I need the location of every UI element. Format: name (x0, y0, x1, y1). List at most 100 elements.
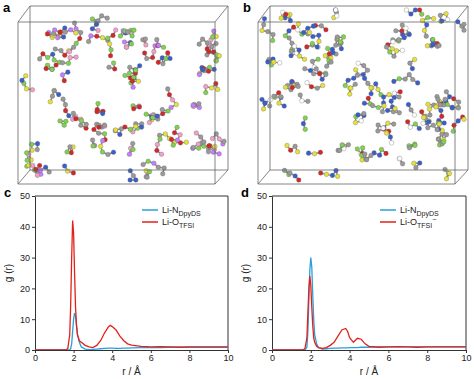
box-edge (270, 170, 468, 171)
atom (419, 12, 424, 17)
atom (263, 101, 268, 106)
atom (44, 66, 49, 71)
atom (303, 116, 308, 121)
atom (346, 78, 351, 83)
tick-mark (269, 350, 272, 351)
atom (217, 53, 222, 58)
tick-label: 8 (187, 353, 192, 363)
atom (30, 163, 35, 168)
atom (152, 161, 157, 166)
atom (369, 91, 374, 96)
atom (97, 125, 102, 130)
atom (407, 32, 412, 37)
atom (271, 60, 276, 65)
atom (382, 104, 387, 109)
atom (106, 152, 111, 157)
panel-label: b (243, 0, 251, 15)
tick-label: 10 (223, 353, 233, 363)
atom (288, 148, 293, 153)
atom (407, 146, 412, 151)
atom (202, 140, 207, 145)
tick-label: 10 (20, 315, 30, 325)
atom (301, 30, 306, 35)
atom (384, 131, 389, 136)
tick-label: 8 (425, 353, 430, 363)
atom (37, 163, 42, 168)
atom (335, 35, 340, 40)
atom (66, 113, 71, 118)
atom (317, 72, 322, 77)
atom (130, 79, 135, 84)
atom (436, 97, 441, 102)
tick: 8 (187, 350, 192, 363)
atom (426, 102, 431, 107)
atom (137, 105, 142, 110)
atom (282, 168, 287, 173)
atom (222, 139, 227, 144)
atom (154, 37, 159, 42)
atom (129, 42, 134, 47)
atom (388, 135, 393, 140)
atom (155, 142, 160, 147)
atom (361, 72, 366, 77)
atom (60, 60, 65, 65)
atom (413, 8, 418, 13)
atom (279, 95, 284, 100)
atom (287, 29, 292, 34)
atom (323, 53, 328, 58)
atom (431, 123, 436, 128)
atom (302, 66, 307, 71)
atom (445, 17, 450, 22)
atom (20, 78, 25, 83)
atom (53, 47, 58, 52)
atom (162, 166, 167, 171)
atom (289, 53, 294, 58)
atom (165, 87, 170, 92)
atom (335, 35, 340, 40)
atom (421, 121, 426, 126)
atom (297, 54, 302, 59)
legend-label: Li-OTFSI− (400, 216, 436, 229)
tick-label: 0 (25, 345, 30, 355)
atom (41, 52, 46, 57)
box-edge (455, 6, 468, 22)
sim-box-panel (18, 6, 228, 184)
atom (88, 34, 93, 39)
atom (392, 95, 397, 100)
axis-line (272, 197, 273, 351)
atom (131, 147, 136, 152)
atom (60, 73, 65, 78)
atom (431, 42, 436, 47)
atom (353, 120, 358, 125)
atom (94, 34, 99, 39)
atom (315, 86, 320, 91)
atom (30, 88, 35, 93)
atom (52, 89, 57, 94)
atom (155, 148, 160, 153)
atom (25, 158, 30, 163)
box-edge (215, 22, 216, 184)
atom (436, 137, 441, 142)
atom (425, 15, 430, 20)
atom (156, 60, 161, 65)
atom (261, 107, 266, 112)
tick-label: 40 (257, 222, 267, 232)
atom (161, 62, 166, 67)
atom (134, 178, 139, 183)
atom (123, 125, 128, 130)
atom (379, 147, 384, 152)
atom (68, 27, 73, 32)
atom (71, 171, 76, 176)
atom (431, 37, 436, 42)
atom (171, 143, 176, 148)
tick: 0 (262, 345, 272, 355)
atom (125, 30, 130, 35)
atom (330, 173, 335, 178)
atom (63, 108, 68, 113)
atom (437, 121, 442, 126)
atom (55, 35, 60, 40)
tick-mark (32, 288, 35, 289)
atom (348, 86, 353, 91)
atom (364, 157, 369, 162)
atom (50, 67, 55, 72)
